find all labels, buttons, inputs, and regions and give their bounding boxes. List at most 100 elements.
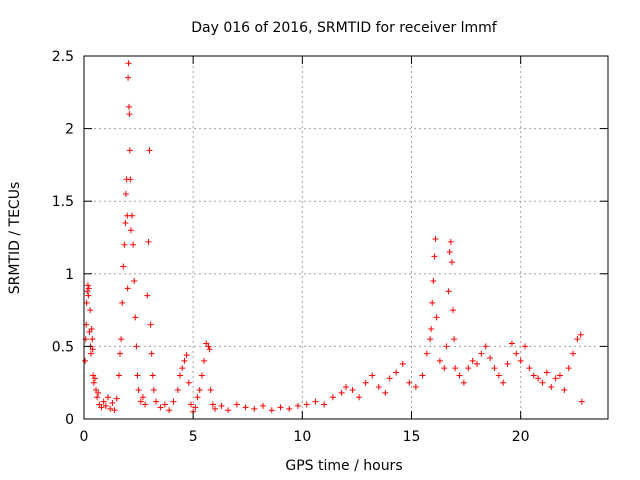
data-point xyxy=(578,398,585,405)
data-point xyxy=(423,350,430,357)
x-tick-label: 5 xyxy=(189,429,198,445)
data-point xyxy=(94,394,101,401)
data-point xyxy=(432,235,439,242)
data-point xyxy=(142,401,149,408)
ticks: 0 0.5 1 1.5 2 2.5 0 5 10 15 20 xyxy=(52,49,608,445)
data-point xyxy=(118,336,125,343)
data-point xyxy=(113,395,120,402)
data-point xyxy=(242,404,249,411)
data-point xyxy=(427,336,434,343)
x-tick-label: 15 xyxy=(403,429,421,445)
data-point xyxy=(124,285,131,292)
data-point xyxy=(196,386,203,393)
data-point xyxy=(369,372,376,379)
data-point xyxy=(133,343,140,350)
data-point xyxy=(111,407,118,414)
data-point xyxy=(406,379,413,386)
data-point xyxy=(329,394,336,401)
data-point xyxy=(574,336,581,343)
data-point xyxy=(500,379,507,386)
data-points xyxy=(82,60,585,415)
data-point xyxy=(478,350,485,357)
data-point xyxy=(508,340,515,347)
y-axis-label: SRMTID / TECUs xyxy=(7,182,23,295)
data-point xyxy=(185,379,192,386)
data-point xyxy=(429,299,436,306)
data-point xyxy=(119,299,126,306)
data-point xyxy=(286,405,293,412)
data-point xyxy=(109,400,116,407)
data-point xyxy=(95,389,102,396)
y-tick-label: 2 xyxy=(65,122,74,138)
chart-title: Day 016 of 2016, SRMTID for receiver lmm… xyxy=(191,20,498,36)
data-point xyxy=(122,219,129,226)
data-point xyxy=(260,402,267,409)
data-point xyxy=(474,360,480,367)
data-point xyxy=(482,343,489,350)
data-point xyxy=(445,288,452,295)
data-point xyxy=(100,398,107,405)
x-tick-label: 0 xyxy=(80,429,89,445)
data-point xyxy=(137,398,144,405)
data-point xyxy=(127,176,134,183)
data-point xyxy=(539,379,546,386)
plot-frame xyxy=(83,55,609,420)
data-point xyxy=(465,365,472,372)
data-point xyxy=(491,365,498,372)
data-point xyxy=(447,238,454,245)
data-point xyxy=(456,372,463,379)
data-point xyxy=(386,375,393,382)
data-point xyxy=(146,147,153,154)
data-point xyxy=(433,314,440,321)
data-point xyxy=(132,314,139,321)
data-point xyxy=(120,263,127,270)
data-point xyxy=(105,394,112,401)
data-point xyxy=(87,350,94,357)
data-point xyxy=(412,384,419,391)
data-point xyxy=(504,360,511,367)
x-tick-label: 10 xyxy=(293,429,311,445)
data-point xyxy=(150,386,157,393)
data-point xyxy=(157,404,164,411)
data-point xyxy=(139,394,146,401)
data-point xyxy=(83,299,90,306)
data-point xyxy=(102,402,109,409)
y-tick-label: 0 xyxy=(65,412,74,428)
data-point xyxy=(209,401,216,408)
data-point xyxy=(125,74,132,81)
y-tick-label: 1 xyxy=(65,267,74,283)
data-point xyxy=(526,365,533,372)
data-point xyxy=(85,285,92,292)
data-point xyxy=(121,241,128,248)
data-point xyxy=(446,249,453,256)
data-point xyxy=(84,282,91,289)
data-point xyxy=(145,238,152,245)
data-point xyxy=(87,307,94,314)
data-point xyxy=(393,369,400,376)
data-point xyxy=(91,375,98,382)
data-point xyxy=(449,307,456,314)
y-tick-label: 2.5 xyxy=(52,49,74,65)
data-point xyxy=(192,404,199,411)
data-point xyxy=(375,384,382,391)
y-tick-label: 0.5 xyxy=(52,339,74,355)
data-point xyxy=(115,372,122,379)
data-point xyxy=(556,372,563,379)
data-point xyxy=(122,190,129,197)
data-point xyxy=(419,372,426,379)
data-point xyxy=(225,407,232,414)
data-point xyxy=(268,407,275,414)
data-point xyxy=(179,365,186,372)
data-point xyxy=(166,407,173,414)
data-point xyxy=(251,405,258,412)
data-point xyxy=(134,372,141,379)
x-axis-label: GPS time / hours xyxy=(285,458,402,474)
data-point xyxy=(90,379,97,386)
data-point xyxy=(207,386,214,393)
y-tick-label: 1.5 xyxy=(52,194,74,210)
data-point xyxy=(170,398,177,405)
data-point xyxy=(495,372,502,379)
data-point xyxy=(441,365,448,372)
data-point xyxy=(356,394,363,401)
